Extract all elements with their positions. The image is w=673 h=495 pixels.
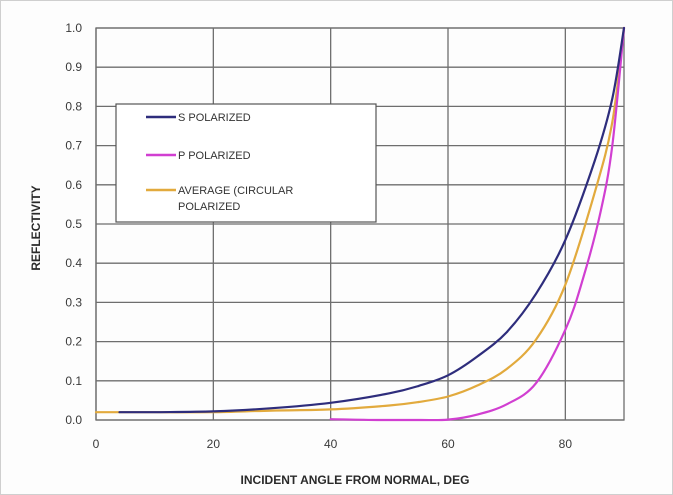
series-line-s-polarized bbox=[118, 26, 626, 414]
x-tick-label: 40 bbox=[324, 437, 338, 451]
x-tick-label: 60 bbox=[441, 437, 455, 451]
y-tick-label: 0.6 bbox=[65, 178, 82, 192]
y-axis-label: REFLECTIVITY bbox=[29, 185, 43, 270]
y-tick-label: 0.8 bbox=[65, 99, 82, 113]
x-tick-labels: 0 20 40 60 80 bbox=[93, 437, 573, 451]
legend-box bbox=[115, 103, 377, 223]
x-tick-label: 80 bbox=[559, 437, 573, 451]
y-tick-label: 0.9 bbox=[65, 60, 82, 74]
y-tick-label: 0.3 bbox=[65, 295, 82, 309]
legend-label: AVERAGE (CIRCULAR POLARIZED bbox=[178, 185, 293, 213]
x-tick-label: 0 bbox=[93, 437, 100, 451]
legend-label: S POLARIZED bbox=[178, 112, 251, 124]
y-tick-label: 0.2 bbox=[65, 335, 82, 349]
y-tick-label: 1.0 bbox=[65, 21, 82, 35]
x-axis-label: INCIDENT ANGLE FROM NORMAL, DEG bbox=[241, 473, 470, 487]
y-tick-label: 0.5 bbox=[65, 217, 82, 231]
legend-label: P POLARIZED bbox=[178, 150, 251, 162]
grid bbox=[95, 27, 624, 421]
y-tick-label: 0.0 bbox=[65, 413, 82, 427]
y-tick-label: 0.7 bbox=[65, 139, 82, 153]
y-tick-label: 0.4 bbox=[65, 256, 82, 270]
x-tick-label: 20 bbox=[207, 437, 221, 451]
series-line-p-polarized bbox=[329, 26, 626, 422]
y-tick-labels: 0.0 0.1 0.2 0.3 0.4 0.5 0.6 0.7 0.8 0.9 1.0 bbox=[65, 21, 82, 427]
series-layer bbox=[94, 26, 626, 422]
legend: S POLARIZED P POLARIZED AVERAGE (CIRCULAR P… bbox=[115, 103, 377, 223]
y-tick-label: 0.1 bbox=[65, 374, 82, 388]
series-line-average-circular-polarized bbox=[94, 26, 626, 414]
